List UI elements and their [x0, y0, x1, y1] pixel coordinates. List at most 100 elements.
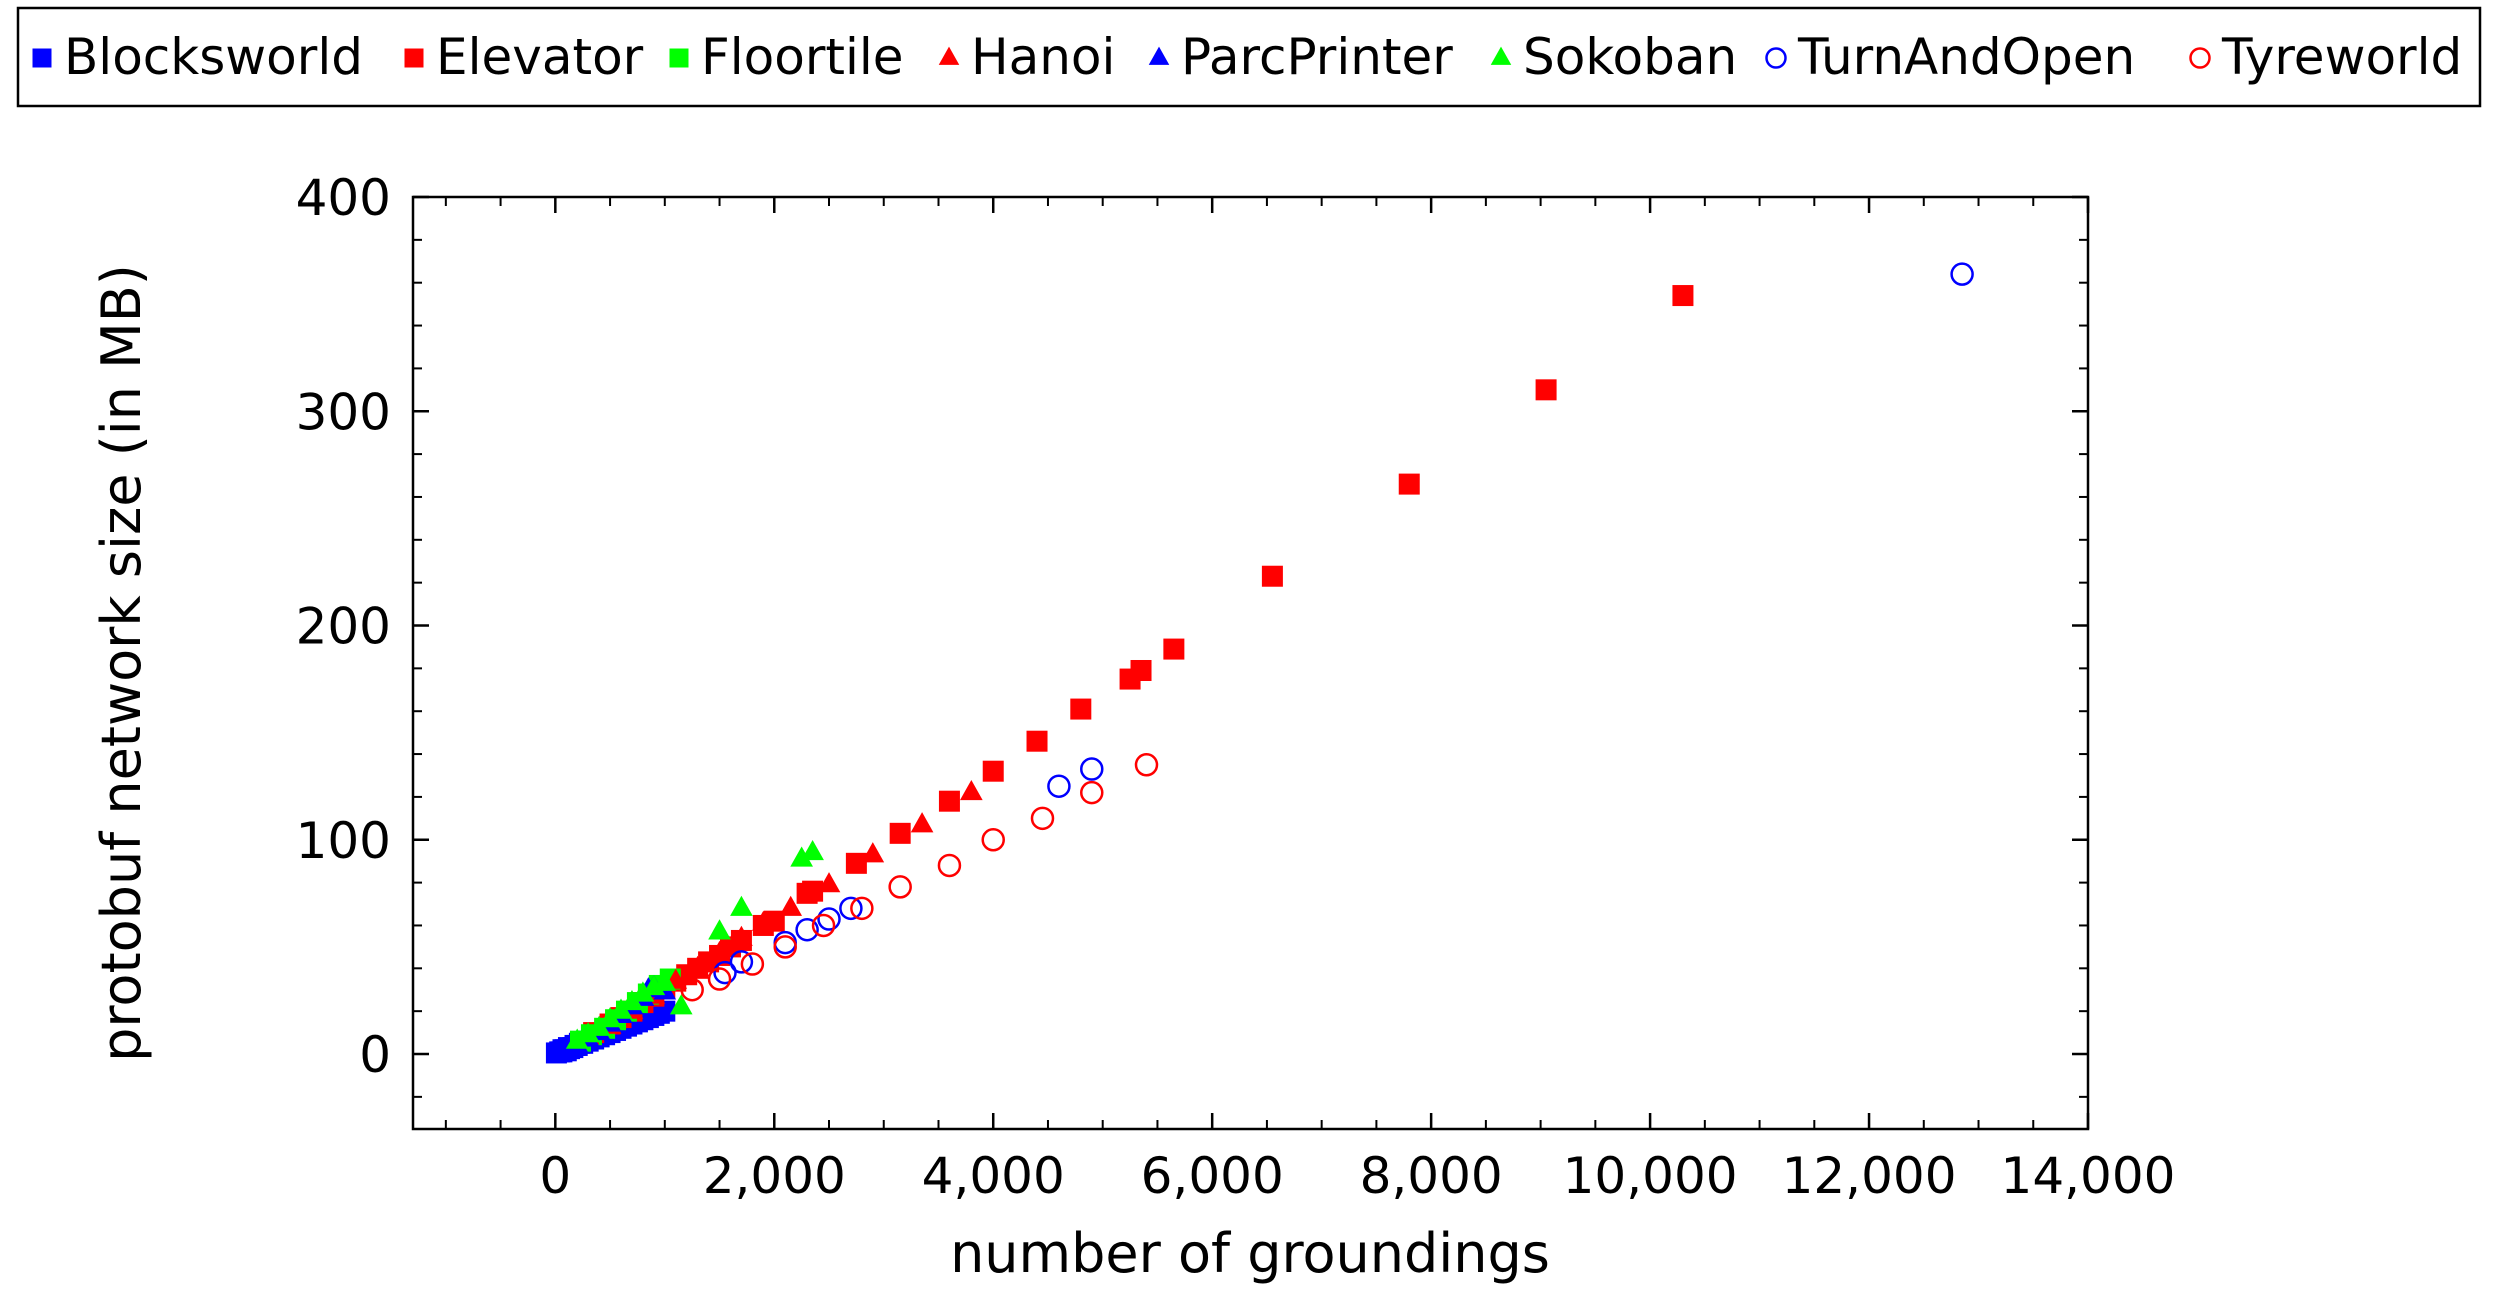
legend: Blocksworld Elevator Floortile Hanoi ParcPri…	[16, 6, 2482, 108]
data-point	[779, 895, 803, 916]
legend-label: Blocksworld	[64, 28, 363, 86]
data-point	[937, 853, 962, 878]
legend-marker	[2189, 47, 2211, 69]
data-point	[708, 940, 731, 961]
y-tick-label: 0	[359, 1026, 391, 1084]
plot-area: 0 2,000 4,000 6,000 8,000 10,000 12,000 14,000 0…	[296, 169, 2176, 1205]
legend-marker	[938, 46, 960, 65]
series-sokoban	[565, 840, 824, 1049]
data-point	[1535, 379, 1557, 401]
axis-tick-labels: 0 2,000 4,000 6,000 8,000 10,000 12,000 14,000 0…	[296, 169, 2176, 1205]
data-point	[802, 880, 824, 902]
data-point	[669, 994, 693, 1015]
data-point	[1134, 753, 1159, 777]
data-point	[751, 910, 775, 931]
data-point	[686, 955, 709, 976]
data-point	[1047, 774, 1071, 798]
data-point	[817, 907, 841, 931]
data-point	[1080, 757, 1104, 781]
data-point	[1026, 730, 1048, 752]
data-point	[587, 1015, 611, 1036]
data-point	[938, 790, 960, 812]
data-point	[850, 896, 874, 921]
data-point	[982, 760, 1004, 782]
legend-label: Elevator	[436, 28, 644, 86]
x-tick-label: 12,000	[1782, 1147, 1957, 1205]
x-tick-label: 2,000	[703, 1147, 846, 1205]
data-point	[1163, 638, 1185, 660]
y-tick-label: 400	[296, 169, 391, 227]
legend-label: Hanoi	[971, 28, 1115, 86]
data-point	[598, 1007, 622, 1028]
data-point	[845, 852, 867, 874]
legend-item-elevator: Elevator	[404, 28, 644, 86]
x-tick-label: 6,000	[1141, 1147, 1284, 1205]
legend-box	[16, 6, 2482, 108]
data-point	[609, 998, 633, 1019]
y-tick-label: 200	[296, 598, 391, 656]
y-axis-label: protobuf network size (in MB)	[90, 264, 153, 1062]
data-point	[576, 1022, 600, 1043]
data-point	[713, 960, 737, 985]
legend-item-turnandopen: TurnAndOpen	[1765, 28, 2135, 86]
y-tick-label: 100	[296, 812, 391, 870]
x-tick-label: 0	[539, 1147, 571, 1205]
data-point	[1030, 806, 1055, 831]
data-point	[565, 1028, 589, 1049]
x-tick-label: 4,000	[922, 1147, 1065, 1205]
data-point	[1070, 698, 1092, 720]
data-point	[773, 935, 797, 959]
data-point	[707, 967, 732, 991]
data-point	[889, 822, 911, 844]
plot-frame	[411, 195, 2090, 1131]
legend-item-floortile: Floortile	[669, 28, 904, 86]
x-axis-label: number of groundings	[950, 1222, 1550, 1285]
legend-item-sokoban: Sokoban	[1490, 28, 1737, 86]
legend-item-hanoi: Hanoi	[938, 28, 1115, 86]
legend-label: Floortile	[701, 28, 904, 86]
legend-item-parcprinter: ParcPrinter	[1148, 28, 1453, 86]
series-tyreworld	[680, 753, 1159, 1002]
data-point	[740, 952, 765, 976]
data-point	[959, 780, 983, 801]
series-turnandopen	[713, 262, 1974, 985]
data-point	[1080, 780, 1104, 805]
data-point	[1672, 285, 1694, 307]
data-points	[545, 262, 1974, 1064]
legend-marker	[1765, 47, 1787, 69]
legend-label: ParcPrinter	[1181, 28, 1453, 86]
data-point	[861, 842, 885, 863]
x-tick-label: 14,000	[2001, 1147, 2176, 1205]
data-point	[730, 925, 753, 946]
legend-label: TurnAndOpen	[1797, 28, 2135, 86]
legend-item-tyreworld: Tyreworld	[2189, 28, 2462, 86]
data-point	[1398, 473, 1420, 495]
data-point	[817, 872, 841, 893]
legend-marker	[1490, 46, 1512, 65]
data-point	[795, 917, 819, 942]
legend-label: Sokoban	[1523, 28, 1737, 86]
series-elevator	[583, 285, 1694, 1044]
data-point	[730, 895, 753, 916]
legend-marker	[669, 48, 689, 68]
data-point	[1130, 659, 1152, 681]
axis-ticks	[413, 195, 2090, 1129]
legend-marker	[32, 48, 52, 68]
data-point	[729, 950, 754, 974]
x-tick-label: 8,000	[1360, 1147, 1503, 1205]
legend-items: Blocksworld Elevator Floortile Hanoi ParcPri…	[32, 28, 2462, 86]
data-point	[801, 840, 824, 861]
data-point	[839, 896, 863, 921]
legend-item-blocksworld: Blocksworld	[32, 28, 363, 86]
data-point	[1950, 262, 1974, 286]
data-point	[620, 989, 644, 1011]
data-point	[1261, 565, 1283, 587]
data-point	[981, 828, 1005, 852]
data-point	[790, 846, 813, 867]
legend-marker	[1148, 46, 1170, 65]
data-point	[653, 970, 677, 991]
legend-marker	[404, 48, 424, 68]
data-point	[910, 812, 934, 833]
legend-label: Tyreworld	[2221, 28, 2462, 86]
